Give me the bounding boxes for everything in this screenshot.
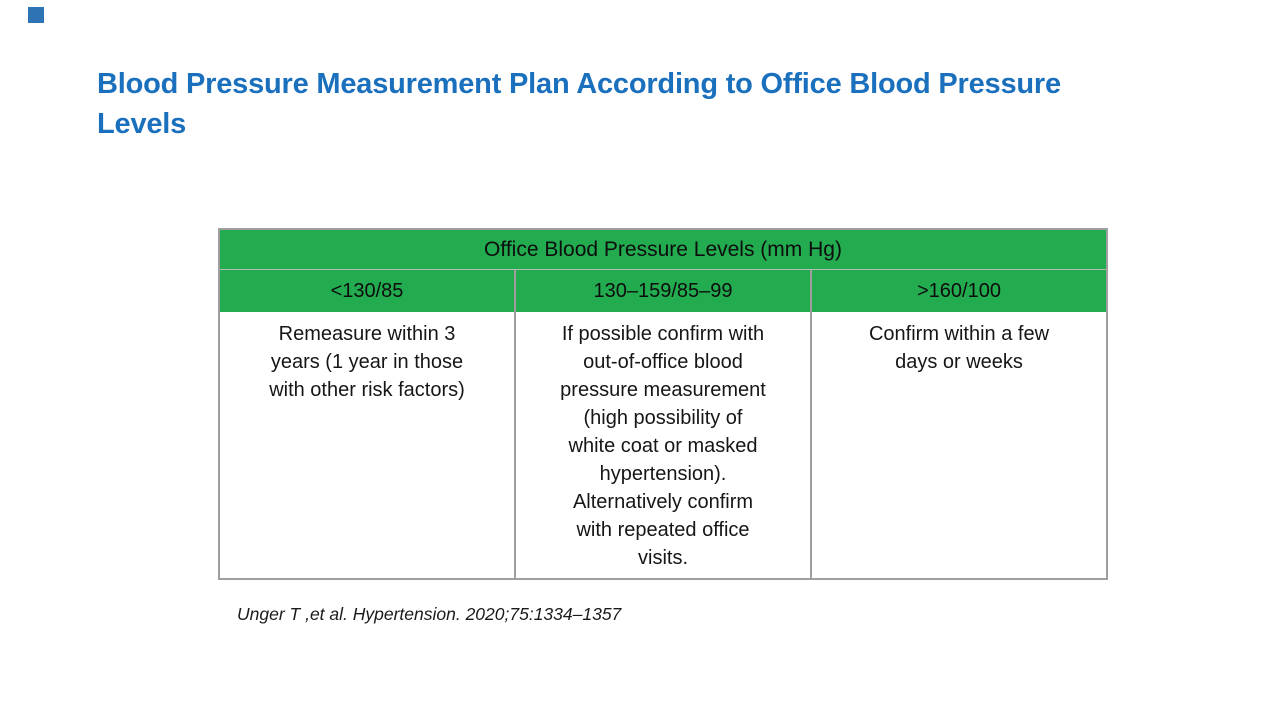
table-header-row: Office Blood Pressure Levels (mm Hg) xyxy=(220,230,1106,270)
slide-title: Blood Pressure Measurement Plan Accordin… xyxy=(97,68,1061,140)
plan-cell-low: Remeasure within 3 years (1 year in thos… xyxy=(269,323,465,401)
table-header-label: Office Blood Pressure Levels (mm Hg) xyxy=(484,237,842,261)
subheader-cell-low: <130/85 xyxy=(330,279,404,302)
subheader-cell-high: >160/100 xyxy=(810,270,1106,312)
citation: Unger T ,et al. Hypertension. 2020;75:13… xyxy=(237,604,622,624)
bp-measurement-table: Office Blood Pressure Levels (mm Hg) <13… xyxy=(218,228,1108,580)
plan-cell-mid: If possible confirm with out-of-office b… xyxy=(514,312,810,578)
accent-square xyxy=(28,7,44,23)
plan-cell-high: Confirm within a few days or weeks xyxy=(810,312,1106,578)
subheader-cell-mid: 130–159/85–99 xyxy=(514,270,810,312)
table-body-row: Remeasure within 3 years (1 year in thos… xyxy=(220,312,1106,578)
table-subheader-row: <130/85 130–159/85–99 >160/100 xyxy=(220,270,1106,312)
